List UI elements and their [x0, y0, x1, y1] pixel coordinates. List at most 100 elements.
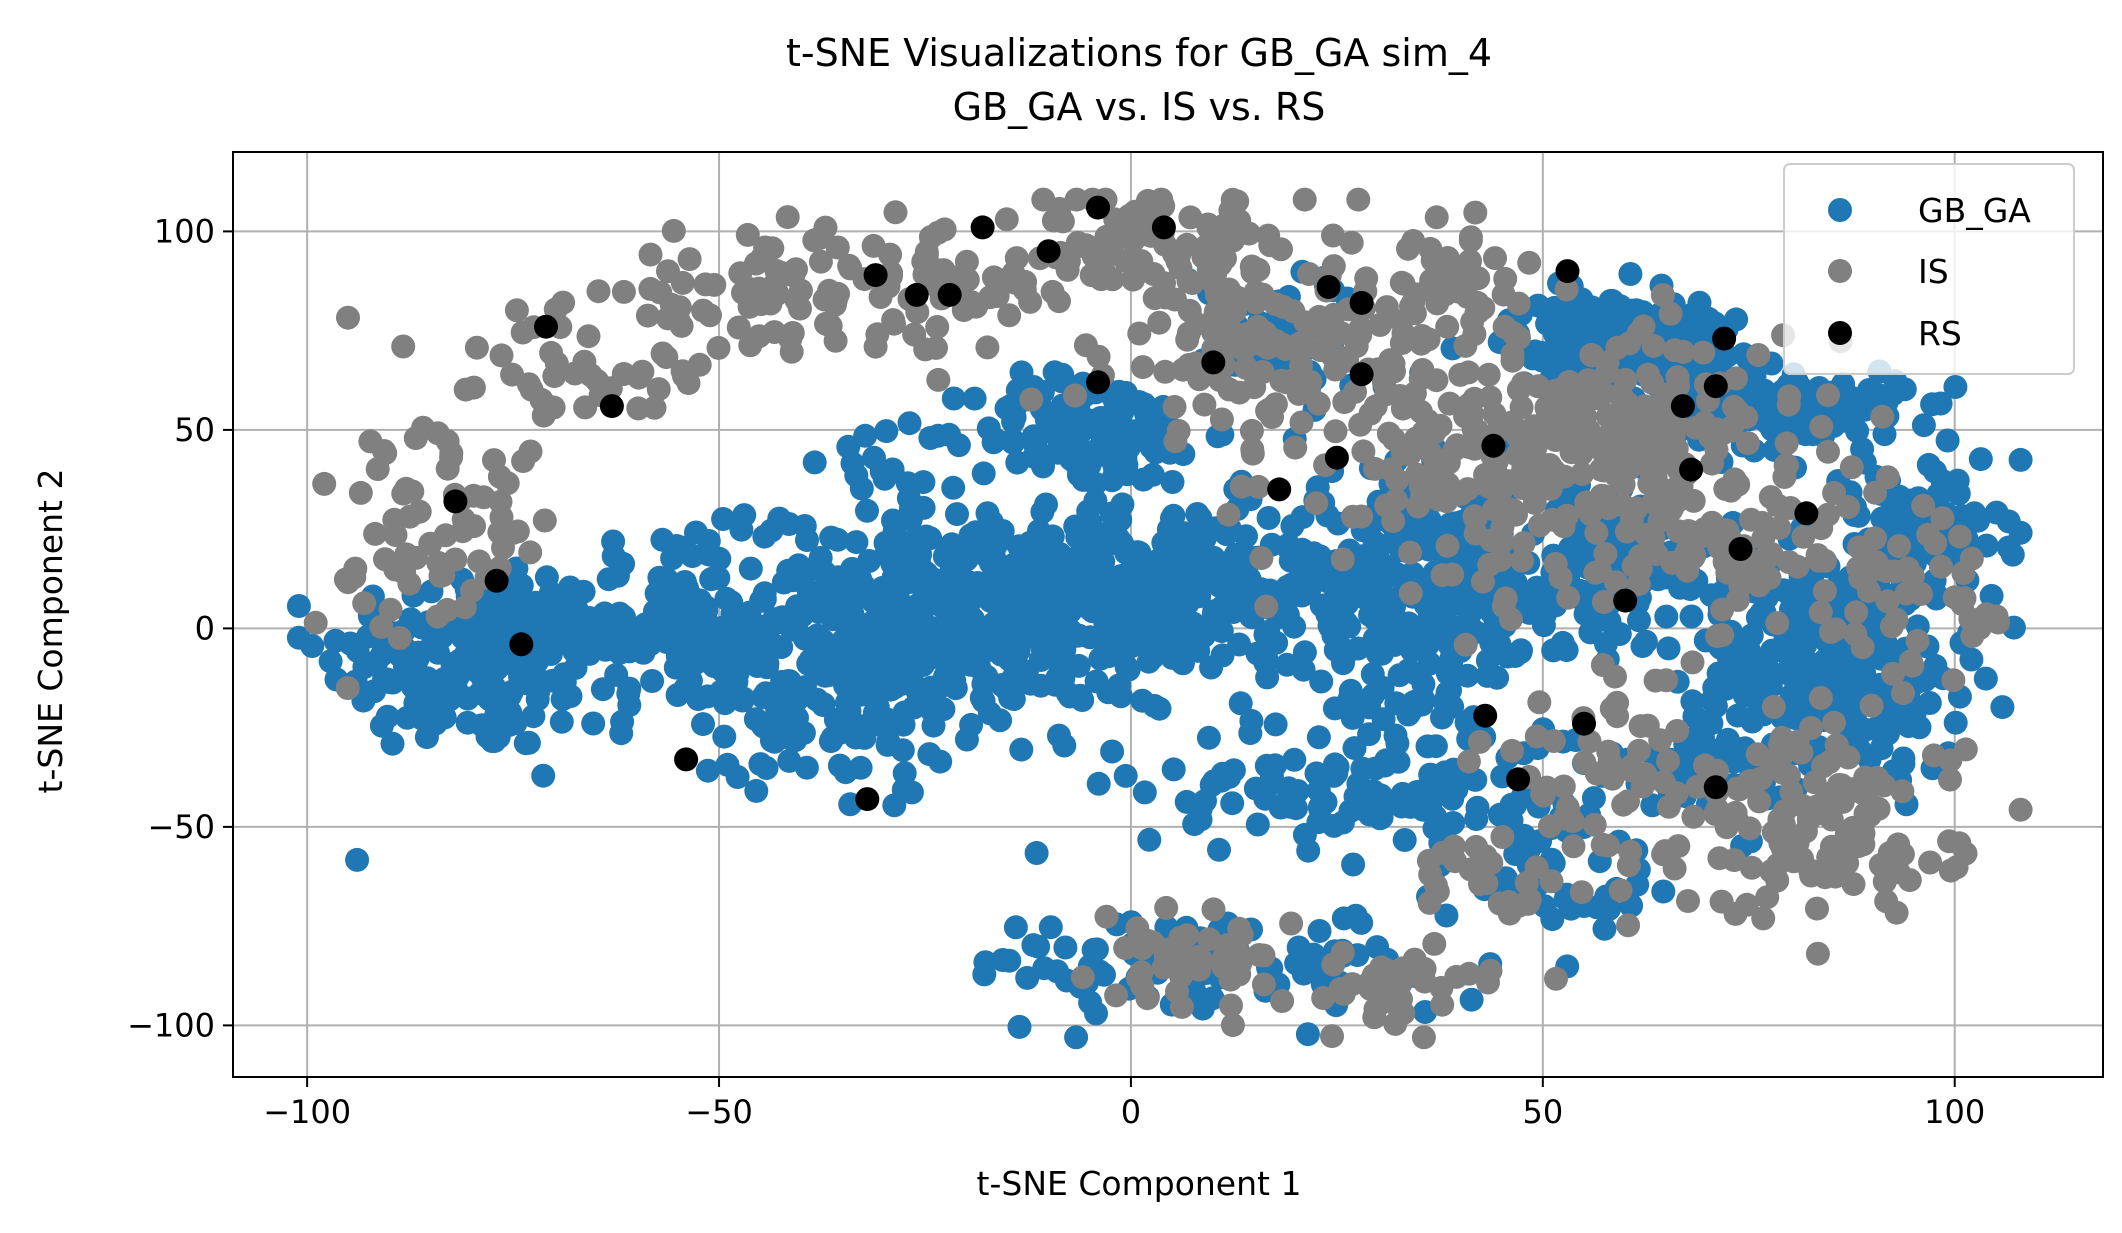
data-point — [1435, 533, 1460, 558]
data-point — [1572, 711, 1596, 736]
data-point — [1664, 781, 1689, 806]
data-point — [714, 586, 739, 611]
data-point — [1374, 295, 1399, 320]
data-point — [1830, 841, 1855, 866]
data-point — [1094, 904, 1119, 929]
data-point — [1843, 622, 1868, 647]
data-point — [1517, 250, 1542, 275]
data-point — [988, 708, 1013, 733]
data-point — [1442, 834, 1466, 859]
data-point — [878, 242, 903, 267]
data-point — [1264, 329, 1289, 354]
data-point — [755, 651, 780, 676]
data-point — [1850, 437, 1875, 462]
data-point — [1283, 435, 1308, 460]
data-point — [1699, 711, 1724, 736]
data-point — [762, 320, 787, 345]
data-point — [1418, 236, 1443, 261]
data-point — [380, 731, 405, 756]
axis-ticks: −100 −50 0 50 100 −100 −50 0 50 100 — [127, 212, 1985, 1131]
data-point — [897, 411, 922, 436]
data-point — [352, 591, 377, 616]
data-point — [848, 755, 873, 780]
data-point — [1746, 767, 1771, 792]
data-point — [1229, 474, 1254, 499]
data-point — [518, 540, 543, 565]
data-point — [1703, 801, 1728, 826]
data-point — [1588, 298, 1613, 323]
data-point — [1581, 427, 1606, 452]
data-point — [1481, 433, 1506, 458]
data-point — [1249, 546, 1274, 571]
data-point — [1403, 282, 1428, 307]
data-point — [969, 685, 994, 710]
data-point — [1307, 304, 1331, 329]
data-point — [735, 222, 760, 247]
data-point — [1705, 624, 1730, 649]
data-point — [731, 609, 756, 633]
data-point — [1341, 852, 1366, 877]
data-point — [1263, 712, 1288, 737]
data-point — [1734, 892, 1759, 917]
data-point — [844, 530, 869, 555]
legend: GB_GA IS RS — [1783, 163, 2075, 375]
data-point — [1938, 858, 1963, 883]
data-point — [1349, 362, 1374, 387]
data-point — [1594, 631, 1618, 656]
data-point — [1191, 245, 1216, 269]
data-point — [1791, 524, 1816, 549]
data-point — [1875, 721, 1900, 746]
data-point — [1270, 294, 1295, 319]
data-point — [1096, 583, 1120, 608]
data-point — [1204, 282, 1229, 307]
data-point — [1250, 360, 1275, 384]
data-point — [1084, 937, 1109, 962]
data-point — [1351, 439, 1376, 464]
data-point — [1066, 544, 1091, 569]
data-point — [2008, 520, 2033, 545]
data-point — [1221, 758, 1246, 783]
data-point — [1247, 943, 1272, 967]
data-point — [1393, 621, 1418, 645]
data-point — [630, 625, 655, 650]
data-point — [1872, 422, 1897, 447]
legend-marker-rs — [1828, 321, 1852, 345]
data-point — [1103, 460, 1128, 484]
plot-frame — [232, 151, 2104, 1078]
data-point — [1507, 440, 1532, 465]
data-point — [1856, 579, 1881, 604]
data-point — [945, 502, 969, 527]
data-point — [562, 361, 587, 386]
data-point — [862, 445, 886, 470]
data-point — [1425, 291, 1450, 316]
data-point — [1725, 588, 1750, 612]
data-point — [1511, 531, 1536, 556]
data-point — [542, 364, 567, 389]
data-point — [1548, 565, 1573, 590]
data-point — [1905, 629, 1930, 653]
y-tick-label: −100 — [127, 1006, 215, 1044]
data-point — [1665, 365, 1690, 390]
data-point — [1666, 834, 1691, 859]
data-point — [863, 263, 888, 288]
data-point — [513, 614, 537, 639]
x-tick-label: 100 — [1924, 1093, 1985, 1131]
data-point — [1974, 602, 1999, 627]
data-point — [1192, 392, 1217, 417]
data-point — [509, 632, 534, 657]
data-point — [1009, 737, 1034, 762]
data-point — [336, 305, 360, 330]
data-point — [882, 311, 906, 336]
data-point — [1467, 729, 1492, 754]
y-tick-label: −50 — [147, 808, 215, 846]
data-point — [1213, 246, 1237, 271]
data-point — [1531, 613, 1556, 638]
data-point — [1572, 750, 1597, 775]
data-point — [913, 337, 938, 362]
data-point — [1246, 474, 1271, 499]
chart-title: t-SNE Visualizations for GB_GA sim_4 — [786, 31, 1492, 75]
data-point — [1816, 439, 1840, 464]
data-point — [1723, 469, 1748, 494]
data-point — [532, 508, 557, 533]
data-point — [1703, 775, 1728, 800]
